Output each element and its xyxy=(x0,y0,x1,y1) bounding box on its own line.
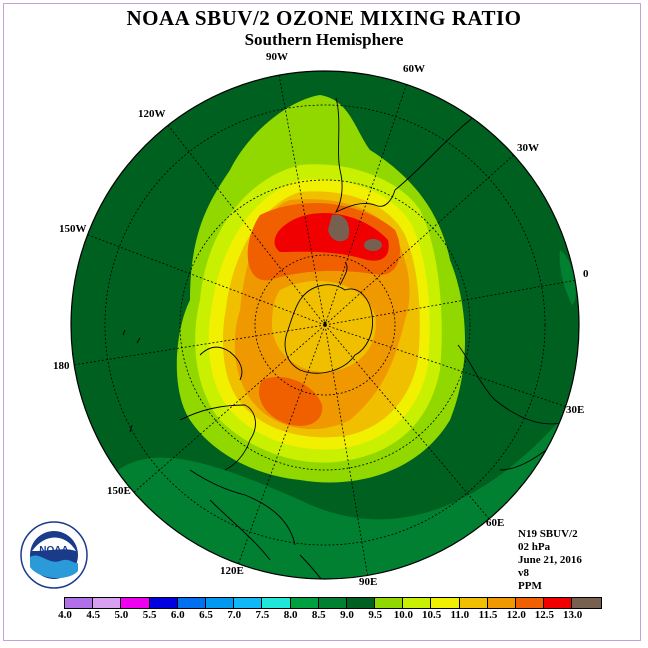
colorbar-tick-label: 5.5 xyxy=(142,609,157,621)
colorbar-segment xyxy=(234,598,263,608)
colorbar xyxy=(64,597,602,609)
colorbar-tick-label: 9.0 xyxy=(340,609,354,621)
noaa-logo-text: NOAA xyxy=(39,545,68,556)
map-subtitle: Southern Hemisphere xyxy=(244,30,404,49)
map-boundary xyxy=(70,70,580,580)
colorbar-tick-label: 12.5 xyxy=(534,609,555,621)
colorbar-tick-label: 8.5 xyxy=(311,609,326,621)
colorbar-segment xyxy=(177,598,206,608)
lon-label-0: 0 xyxy=(583,268,589,280)
colorbar-tick-label: 10.5 xyxy=(421,609,442,621)
colorbar-tick-label: 6.0 xyxy=(170,609,185,621)
colorbar-segment xyxy=(403,598,432,608)
colorbar-segment xyxy=(149,598,178,608)
version-label: v8 xyxy=(518,567,529,579)
colorbar-tick-label: 12.0 xyxy=(506,609,526,621)
colorbar-segment xyxy=(516,598,545,608)
colorbar-tick-label: 11.5 xyxy=(478,609,498,621)
lon-label-90w: 90W xyxy=(266,51,288,63)
colorbar-tick-label: 4.0 xyxy=(58,609,72,621)
lon-label-30e: 30E xyxy=(566,404,585,416)
colorbar-segment xyxy=(487,598,516,608)
lon-label-30w: 30W xyxy=(517,142,539,154)
lon-label-60w: 60W xyxy=(403,63,425,75)
colorbar-segment xyxy=(459,598,488,608)
date-label: June 21, 2016 xyxy=(518,554,582,566)
colorbar-tick-label: 11.0 xyxy=(450,609,470,621)
colorbar-tick-label: 5.0 xyxy=(114,609,129,621)
colorbar-tick-label: 9.5 xyxy=(368,609,383,621)
colorbar-segment xyxy=(572,598,601,608)
field-band-13.0 xyxy=(328,214,350,242)
lon-label-150w: 150W xyxy=(59,223,87,235)
field-band-13.0b xyxy=(364,239,382,251)
noaa-logo: NOAA xyxy=(20,521,88,589)
colorbar-segment xyxy=(431,598,460,608)
field-band-12.0b xyxy=(258,376,323,426)
colorbar-tick-label: 10.0 xyxy=(393,609,414,621)
colorbar-segment xyxy=(262,598,291,608)
colorbar-segment xyxy=(121,598,150,608)
map-title: NOAA SBUV/2 OZONE MIXING RATIO xyxy=(126,6,522,30)
lon-label-120w: 120W xyxy=(138,108,166,120)
figure-frame xyxy=(3,3,641,641)
colorbar-tick-label: 8.0 xyxy=(283,609,298,621)
field-band-8.5b xyxy=(559,250,576,305)
colorbar-tick-label: 4.5 xyxy=(86,609,101,621)
units-label: PPM xyxy=(518,580,542,592)
colorbar-segment xyxy=(346,598,376,608)
colorbar-segment xyxy=(375,598,404,608)
field-band-8.5 xyxy=(100,420,579,579)
colorbar-tick-label: 13.0 xyxy=(562,609,583,621)
colorbar-tick-label: 7.0 xyxy=(227,609,242,621)
colorbar-segment xyxy=(290,598,319,608)
dataset-info: N19 SBUV/2 02 hPa June 21, 2016 v8 PPM xyxy=(518,528,582,593)
lon-label-120e: 120E xyxy=(220,565,244,577)
lon-label-180: 180 xyxy=(53,360,70,372)
colorbar-tick-label: 6.5 xyxy=(199,609,213,621)
instrument-label: N19 SBUV/2 xyxy=(518,528,578,540)
pressure-level-label: 02 hPa xyxy=(518,541,551,553)
colorbar-segment xyxy=(65,598,94,608)
lon-label-90e: 90E xyxy=(359,576,378,588)
lon-label-150e: 150E xyxy=(107,485,131,497)
colorbar-segment xyxy=(205,598,235,608)
colorbar-segment xyxy=(318,598,347,608)
lon-label-60e: 60E xyxy=(486,517,505,529)
colorbar-tick-label: 7.5 xyxy=(255,609,270,621)
colorbar-segment xyxy=(93,598,122,608)
south-pole-dot xyxy=(323,321,327,325)
colorbar-segment xyxy=(544,598,573,608)
